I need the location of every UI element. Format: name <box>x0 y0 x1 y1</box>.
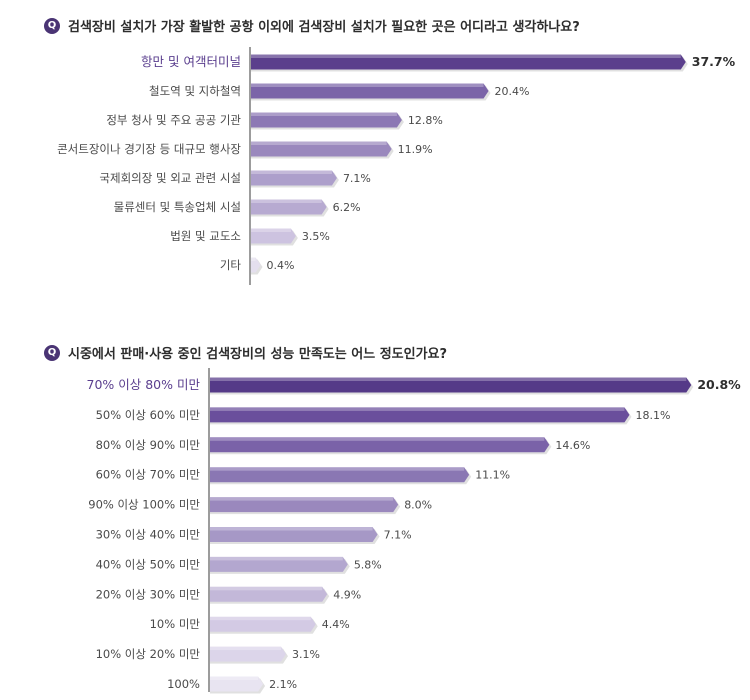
value-label: 20.4% <box>495 85 530 98</box>
category-label: 10% 이상 20% 미만 <box>96 647 201 661</box>
value-label: 7.1% <box>384 529 412 542</box>
value-label: 37.7% <box>692 54 736 69</box>
bar <box>210 437 550 453</box>
question-1-text: 검색장비 설치가 가장 활발한 공항 이외에 검색장비 설치가 필요한 곳은 어… <box>68 20 580 35</box>
category-label: 철도역 및 지하철역 <box>149 84 241 98</box>
bar <box>251 54 686 70</box>
value-label: 8.0% <box>404 499 432 512</box>
bar <box>251 228 296 244</box>
bar <box>210 586 328 602</box>
value-label: 6.2% <box>333 201 361 214</box>
category-label: 40% 이상 50% 미만 <box>96 557 201 571</box>
bar-highlight <box>251 141 387 145</box>
category-label: 70% 이상 80% 미만 <box>87 377 201 392</box>
category-label: 100% <box>167 677 200 691</box>
value-label: 5.8% <box>354 558 382 571</box>
bar-highlight <box>210 437 545 441</box>
bar <box>251 141 392 157</box>
bar-highlight <box>210 377 687 381</box>
category-label: 항만 및 여객터미널 <box>141 54 241 69</box>
value-label: 3.1% <box>292 648 320 661</box>
category-label: 30% 이상 40% 미만 <box>96 528 201 542</box>
bar <box>210 646 286 662</box>
value-label: 0.4% <box>267 259 295 272</box>
bar <box>210 556 348 572</box>
category-label: 법원 및 교도소 <box>170 229 241 243</box>
category-label: 콘서트장이나 경기장 등 대규모 행사장 <box>57 142 241 156</box>
bar-highlight <box>251 199 322 203</box>
bar-highlight <box>210 467 465 471</box>
bar <box>210 407 630 423</box>
question-badge: Q <box>44 17 60 34</box>
bar <box>210 467 470 483</box>
value-label: 7.1% <box>343 172 371 185</box>
bar <box>210 527 378 542</box>
bar <box>210 377 692 393</box>
category-label: 10% 미만 <box>150 617 201 631</box>
value-label: 14.6% <box>555 439 590 452</box>
category-label: 20% 이상 30% 미만 <box>96 587 201 601</box>
bar-highlight <box>251 170 332 174</box>
bar-highlight <box>210 497 394 501</box>
bar-highlight <box>251 257 256 261</box>
bar <box>251 170 337 186</box>
chart-install-locations: 항만 및 여객터미널 37.7% 철도역 및 지하철역 20.4% 정부 청사 및 주요… <box>57 47 736 285</box>
bar-highlight <box>210 586 323 591</box>
question-badge: Q <box>44 344 60 361</box>
value-label: 3.5% <box>302 230 330 243</box>
bar-highlight <box>210 527 373 531</box>
bar <box>210 676 264 692</box>
category-label: 기타 <box>220 258 242 272</box>
bar-highlight <box>210 676 259 680</box>
bar-highlight <box>251 54 681 58</box>
bar-highlight <box>210 616 311 621</box>
value-label: 11.1% <box>475 469 510 482</box>
value-label: 12.8% <box>408 114 443 127</box>
bar <box>251 199 327 215</box>
value-label: 4.9% <box>333 588 361 601</box>
bar-highlight <box>210 407 625 411</box>
bar-highlight <box>251 112 397 116</box>
category-label: 물류센터 및 특송업체 시설 <box>114 200 241 214</box>
question-2-text: 시중에서 판매·사용 중인 검색장비의 성능 만족도는 어느 정도인가요? <box>68 347 448 362</box>
category-label: 80% 이상 90% 미만 <box>96 438 201 452</box>
bar <box>251 112 402 128</box>
value-label: 2.1% <box>269 678 297 691</box>
bar-highlight <box>251 83 484 87</box>
bar <box>251 257 261 273</box>
value-label: 4.4% <box>322 618 350 631</box>
value-label: 18.1% <box>635 409 670 422</box>
category-label: 50% 이상 60% 미만 <box>96 408 201 422</box>
question-2-title: Q 시중에서 판매·사용 중인 검색장비의 성능 만족도는 어느 정도인가요? <box>44 343 447 362</box>
category-label: 정부 청사 및 주요 공공 기관 <box>106 113 241 127</box>
bar-highlight <box>210 556 343 561</box>
question-1-title: Q 검색장비 설치가 가장 활발한 공항 이외에 검색장비 설치가 필요한 곳은… <box>44 16 580 35</box>
bar-highlight <box>251 228 291 232</box>
value-label: 20.8% <box>697 377 741 392</box>
value-label: 11.9% <box>398 143 433 156</box>
bar <box>210 616 316 632</box>
category-label: 국제회의장 및 외교 관련 시설 <box>99 171 241 185</box>
bar <box>210 497 399 513</box>
category-label: 90% 이상 100% 미만 <box>88 498 200 512</box>
bar <box>251 83 489 99</box>
bar-highlight <box>210 646 281 651</box>
category-label: 60% 이상 70% 미만 <box>96 468 201 482</box>
